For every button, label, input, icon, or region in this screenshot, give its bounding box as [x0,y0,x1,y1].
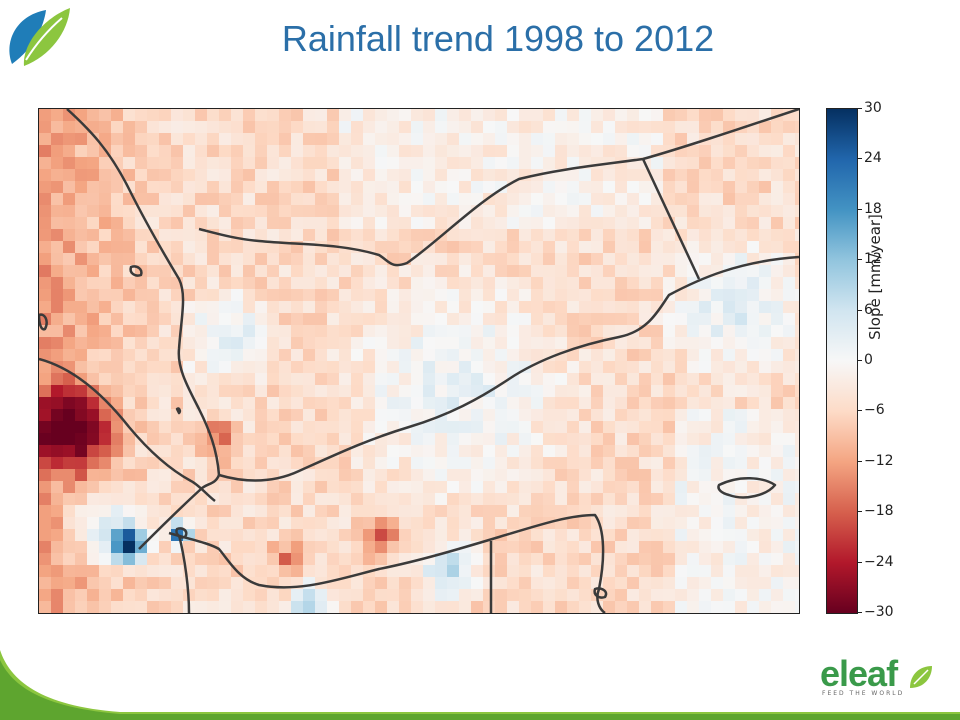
island-5 [593,587,608,599]
colorbar-tick-label: 12 [864,251,882,268]
colorbar-tick-mark [857,460,862,462]
colorbar-tick-label: −18 [864,503,894,520]
colorbar-tick-mark [857,612,862,613]
saudi-yemen-border [198,109,799,267]
colorbar-tick-label: −30 [864,604,894,620]
socotra-island [717,477,777,499]
coastlines-borders [39,109,799,613]
trend-grid-cells [39,109,799,613]
colorbar-tick-mark [857,561,862,563]
colorbar-tick-mark [857,511,862,513]
colorbar-tick-mark [857,360,862,361]
brand-tagline: FEED THE WORLD [822,690,905,697]
colorbar-tick-mark [857,259,862,261]
island-1 [129,265,143,277]
colorbar-tick-mark [857,208,862,210]
colorbar-label: Slope [mm/year] [866,214,884,340]
leaf-logo-icon [9,8,71,66]
island-3 [175,407,182,415]
rainfall-trend-map [38,108,800,614]
page-title: Rainfall trend 1998 to 2012 [281,18,715,59]
colorbar-tick-label: 6 [864,301,873,318]
arabian-west-coast [66,109,221,476]
island-4 [175,527,188,539]
colorbar-tick-mark [857,309,862,311]
colorbar-tick-label: −24 [864,553,894,570]
colorbar-tick-label: −6 [864,402,885,419]
somalia-coast [168,513,606,613]
island-2 [39,313,48,331]
brand-leaf-icon [910,666,932,688]
oman-yemen-border [641,158,701,280]
colorbar-tick-mark [857,158,862,160]
colorbar-tick-label: −12 [864,452,894,469]
bottom-swoosh-decoration [0,650,960,720]
colorbar-tick-label: 24 [864,150,882,167]
colorbar-tick-label: 30 [864,100,882,116]
colorbar-tick-label: 18 [864,200,882,217]
colorbar-tick-mark [857,108,862,109]
horn-border-2 [177,534,191,613]
yemen-south-coast [218,255,799,482]
colorbar-tick-mark [857,410,862,412]
horn-border-1 [138,474,221,550]
colorbar-tick-label: 0 [864,352,873,368]
eleaf-logo-icon: eleaf FEED THE WORLD [820,656,940,702]
brand-name: eleaf [820,653,898,694]
colorbar [826,108,858,614]
